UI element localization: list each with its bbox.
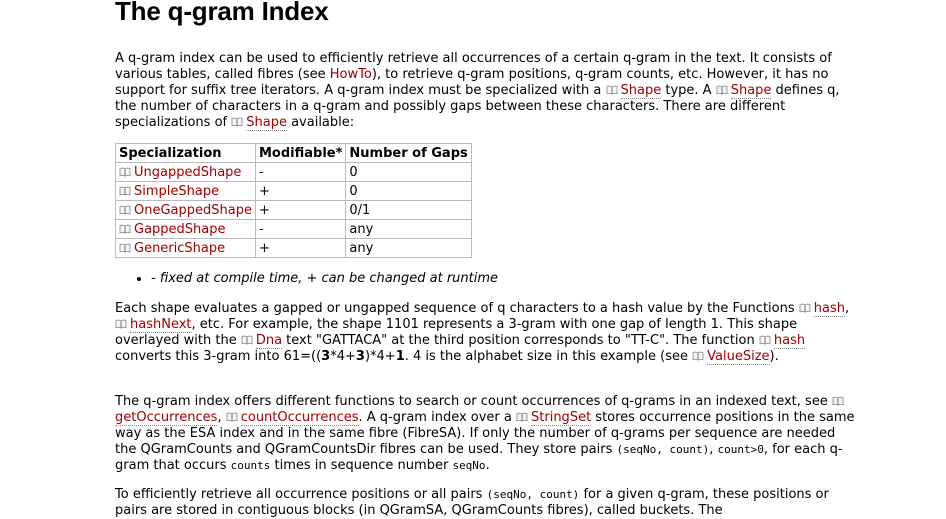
buckets-paragraph: To efficiently retrieve all occurrence p… [115, 487, 855, 519]
text: ). [769, 349, 779, 364]
howto-link[interactable]: HowTo [329, 67, 372, 82]
text: times in sequence number [270, 458, 453, 473]
table-row: GenericShape + any [115, 238, 472, 258]
code-span: (seqNo, count) [616, 443, 710, 456]
book-icon [115, 319, 127, 329]
table-cell: any [345, 238, 472, 258]
text: , [217, 410, 226, 425]
code-span: counts [230, 459, 271, 472]
hash-link[interactable]: hash [813, 301, 845, 317]
shape-link[interactable]: Shape [730, 83, 772, 99]
text: *4+ [330, 349, 356, 364]
table-cell: + [254, 181, 347, 201]
book-icon [692, 351, 704, 361]
column-header: Specialization [115, 143, 256, 163]
bold-digit: 3 [321, 349, 331, 364]
book-icon [832, 396, 844, 406]
text: stores occurrence positions in the same … [115, 410, 855, 457]
book-icon [799, 303, 811, 313]
column-header: Modifiable* [254, 143, 347, 163]
table-row: SimpleShape + 0 [115, 181, 472, 201]
text: defines q, the number of characters in a… [115, 83, 840, 130]
book-icon [759, 335, 771, 345]
occurrences-paragraph: The q-gram index offers different functi… [115, 394, 855, 474]
hash-link[interactable]: hash [773, 333, 806, 349]
text: . A q-gram index over a [358, 410, 517, 425]
table-cell: 0/1 [345, 200, 472, 220]
specialization-table: Specialization Modifiable* Number of Gap… [115, 143, 472, 258]
table-cell: 0 [345, 181, 472, 201]
valuesize-link[interactable]: ValueSize [707, 349, 770, 365]
text: . 4 is the alphabet size in this example… [404, 349, 693, 364]
text: available: [286, 115, 355, 130]
onegappedshape-link[interactable]: OneGappedShape [134, 202, 252, 218]
shape-paragraph: Each shape evaluates a gapped or ungappe… [115, 301, 855, 365]
footnote-list: - fixed at compile time, + can be change… [115, 271, 498, 287]
table-cell: GenericShape [115, 238, 256, 258]
text: A q-gram index can be used to efficientl… [115, 51, 832, 82]
table-cell: 0 [345, 162, 472, 182]
book-icon [241, 335, 253, 345]
countoccurrences-link[interactable]: countOccurrences [240, 410, 359, 426]
text: ), to retrieve q-gram positions, q-gram … [115, 67, 829, 98]
getoccurrences-link[interactable]: getOccurrences [115, 410, 218, 426]
book-icon [119, 224, 131, 234]
text: , for each q-gram that occurs [115, 442, 843, 473]
table-cell: UngappedShape [115, 162, 256, 182]
text: The q-gram index offers different functi… [115, 394, 832, 409]
book-icon [231, 117, 243, 127]
intro-paragraph: A q-gram index can be used to efficientl… [115, 51, 855, 131]
bold-digit: 3 [355, 349, 365, 364]
book-icon [606, 85, 618, 95]
book-icon [516, 412, 528, 422]
simpleshape-link[interactable]: SimpleShape [134, 183, 220, 199]
table-header-row: Specialization Modifiable* Number of Gap… [115, 143, 472, 163]
hashnext-link[interactable]: hashNext [130, 317, 192, 333]
table-cell: any [345, 219, 472, 239]
book-icon [119, 186, 131, 196]
text: . [485, 458, 490, 473]
shape-link[interactable]: Shape [246, 115, 287, 131]
text: type. A [661, 83, 716, 98]
ungappedshape-link[interactable]: UngappedShape [134, 164, 242, 180]
bold-digit: 1 [395, 349, 405, 364]
table-row: UngappedShape - 0 [115, 162, 472, 182]
column-header: Number of Gaps [345, 143, 472, 163]
code-span: seqNo [452, 459, 486, 472]
table-cell: + [254, 238, 347, 258]
book-icon [119, 205, 131, 215]
text: )*4+ [364, 349, 396, 364]
text: To efficiently retrieve all occurrence p… [115, 487, 487, 502]
table-cell: GappedShape [115, 219, 256, 239]
table-cell: - [254, 219, 347, 239]
footnote-item: - fixed at compile time, + can be change… [151, 271, 498, 287]
text: converts this 3-gram into 61=(( [115, 349, 322, 364]
dna-link[interactable]: Dna [255, 333, 283, 349]
page-title: The q-gram Index [115, 0, 329, 26]
book-icon [226, 412, 238, 422]
genericshape-link[interactable]: GenericShape [134, 240, 226, 256]
text: text "GATTACA" at the third position cor… [282, 333, 759, 348]
book-icon [119, 243, 131, 253]
text: , etc. For example, the shape 1101 repre… [115, 317, 798, 348]
table-row: GappedShape - any [115, 219, 472, 239]
book-icon [119, 167, 131, 177]
shape-link[interactable]: Shape [620, 83, 662, 99]
book-icon [716, 85, 728, 95]
table-cell: SimpleShape [115, 181, 256, 201]
text: , [844, 301, 850, 316]
table-row: OneGappedShape + 0/1 [115, 200, 472, 220]
text: , [709, 442, 718, 457]
gappedshape-link[interactable]: GappedShape [134, 221, 226, 237]
code-span: count>0 [717, 443, 764, 456]
table-cell: + [254, 200, 347, 220]
code-span: (seqNo, count) [486, 488, 580, 501]
text: Each shape evaluates a gapped or ungappe… [115, 301, 799, 316]
stringset-link[interactable]: StringSet [531, 410, 592, 426]
table-cell: OneGappedShape [115, 200, 256, 220]
table-cell: - [254, 162, 347, 182]
